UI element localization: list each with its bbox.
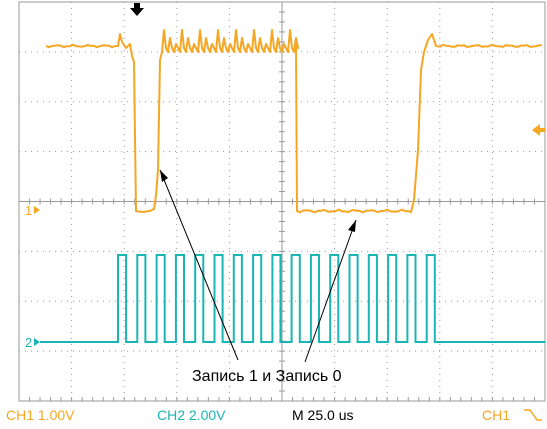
graticule-center-axes [18,1,546,402]
trigger-source: CH1 [482,407,511,423]
ch2-ground-arrow-icon [34,338,40,346]
timebase: M 25.0 us [292,407,354,423]
annotation-leader-record-0 [304,219,357,363]
status-bar: CH1 1.00V CH2 2.00V M 25.0 us CH1 [0,403,547,429]
left-arrow-icon [532,124,540,136]
ch2-scale: CH2 2.00V [157,407,226,423]
annotation-arrowhead-record-1 [160,170,168,182]
ch1-trace [45,29,543,214]
annotation-arrowhead-record-0 [348,220,356,232]
annotation-leader-record-1 [159,169,239,361]
falling-edge-icon [524,409,542,421]
ch1-ground-arrow-icon [34,206,40,214]
graticule [19,2,545,401]
ch1-scale: CH1 1.00V [6,407,75,423]
trigger-level-tick [540,128,545,132]
ch2-trace [40,254,545,343]
ch2-ground-marker: 2 [25,335,32,350]
annotation-text: Запись 1 и Запись 0 [192,368,342,385]
down-arrow-icon [130,3,144,16]
ch1-ground-marker: 1 [25,203,32,218]
